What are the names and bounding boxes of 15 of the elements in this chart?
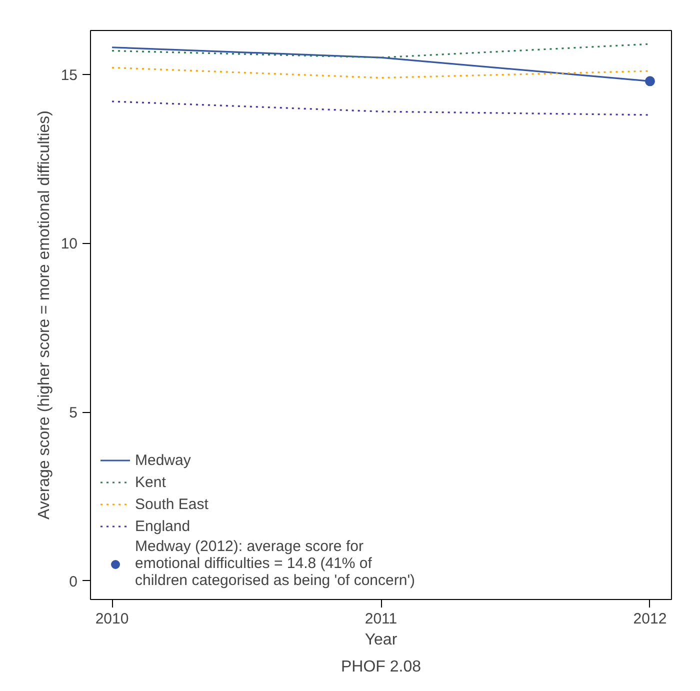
text: PHOF 2.08 xyxy=(340,658,422,676)
x-axis-title: Year xyxy=(364,632,398,648)
x-tick-label: 2010 xyxy=(95,610,129,628)
legend-label: England xyxy=(135,518,190,534)
y-tick-label: 10 xyxy=(60,236,78,253)
legend-label: Kent xyxy=(135,474,166,490)
y-tick-label: 15 xyxy=(60,66,78,84)
legend-label: Medway xyxy=(135,452,191,468)
x-tick-label: 2011 xyxy=(364,610,398,628)
legend-label: South East xyxy=(135,496,208,512)
x-tick-label: 2012 xyxy=(633,610,667,628)
y-tick-label: 0 xyxy=(69,573,78,590)
legend-label: Medway (2012): average score for emotional difficulties = 14.8 (41% of children categorised as being 'of concern') xyxy=(135,538,416,589)
y-tick-label: 5 xyxy=(69,404,78,422)
y-axis-title: Average score (higher score = more emotional difficulties) xyxy=(36,110,53,520)
